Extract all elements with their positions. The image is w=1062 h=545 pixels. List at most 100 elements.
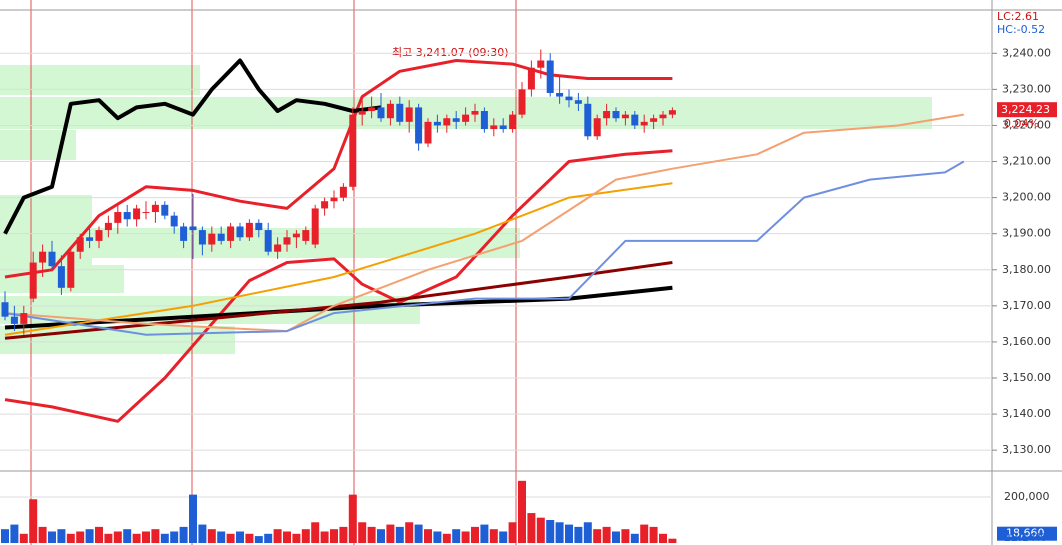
y-tick-label: 3,220.00 — [1002, 118, 1051, 131]
candle-body — [368, 107, 376, 112]
volume-bar — [273, 529, 282, 543]
y-tick-label: 3,200.00 — [1002, 191, 1051, 204]
volume-bar — [57, 529, 66, 543]
candle-body — [518, 89, 526, 115]
volume-bar — [85, 529, 94, 543]
volume-bar — [339, 526, 348, 543]
indicator-line — [4, 182, 673, 336]
candle-body — [245, 222, 253, 238]
candle-body — [217, 233, 225, 241]
candle-body — [311, 208, 319, 245]
candle-body — [255, 222, 263, 231]
candle-body — [86, 237, 94, 241]
volume-bar — [301, 529, 310, 543]
volume-bar — [142, 531, 150, 543]
lc-label: LC:2.61 — [997, 10, 1039, 23]
candle-body — [631, 114, 639, 126]
volume-bar — [95, 526, 103, 543]
volume-bar — [226, 533, 235, 543]
volume-bar — [480, 524, 489, 543]
candle-body — [123, 212, 131, 220]
zone — [0, 228, 520, 258]
volume-bar — [264, 533, 273, 543]
volume-bar — [76, 531, 85, 543]
candle-body — [302, 230, 310, 241]
candle-body — [76, 237, 84, 252]
candle-body — [236, 226, 244, 238]
candle-body — [424, 121, 432, 144]
candle-body — [593, 118, 601, 137]
candle-body — [471, 111, 479, 115]
volume-bar — [452, 529, 461, 543]
volume-bar — [377, 529, 385, 543]
volume-bar — [132, 533, 141, 543]
candle-body — [659, 114, 667, 119]
volume-bar — [583, 522, 592, 543]
candle-body — [67, 251, 75, 288]
candle-body — [349, 114, 357, 187]
candle-body — [180, 226, 188, 241]
volume-bar — [38, 526, 47, 543]
candle-body — [170, 215, 178, 227]
volume-bar — [489, 529, 498, 543]
candle-body — [292, 233, 300, 238]
volume-bar — [311, 522, 320, 543]
volume-bar — [48, 531, 56, 543]
indicator-line — [4, 261, 673, 340]
candle-body — [377, 107, 385, 119]
candle-body — [95, 230, 103, 241]
candle-body — [330, 197, 338, 202]
candle-body — [650, 118, 658, 122]
volume-bar — [527, 513, 536, 543]
candle-body — [603, 111, 611, 119]
indicator-line — [4, 285, 673, 330]
candle-body — [621, 114, 629, 119]
volume-bar — [659, 533, 667, 543]
y-tick-label: 3,130.00 — [1002, 443, 1051, 456]
volume-bar — [254, 536, 263, 543]
candle-body — [462, 114, 470, 122]
volume-bar — [217, 531, 226, 543]
indicator-line — [4, 113, 964, 333]
y-tick-label: 3,210.00 — [1002, 155, 1051, 168]
y-tick-label: 200,000 — [1004, 490, 1050, 503]
candle-body — [151, 204, 159, 213]
candle-body — [142, 212, 150, 214]
volume-bar — [508, 522, 517, 543]
candle-body — [405, 107, 413, 122]
volume-bar — [593, 529, 602, 543]
indicator-line — [3, 58, 382, 235]
volume-bar — [414, 524, 423, 543]
volume-bar — [433, 531, 442, 543]
volume-bar — [179, 526, 188, 543]
indicator-line — [4, 59, 673, 279]
candle-body — [283, 237, 291, 245]
candle-body — [48, 251, 56, 267]
candle-body — [452, 118, 460, 122]
volume-bar — [649, 526, 658, 543]
volume-bar — [555, 522, 564, 543]
candle-body — [556, 92, 564, 97]
candle-body — [39, 251, 47, 263]
volume-bar — [546, 519, 555, 543]
volume-bar — [19, 533, 28, 543]
volume-bar — [612, 531, 620, 543]
volume-bar — [461, 531, 470, 543]
candle-body — [490, 125, 498, 130]
candle-body — [133, 208, 141, 220]
y-tick-label: 3,230.00 — [1002, 82, 1051, 95]
volume-bar — [536, 517, 545, 543]
volume-bar — [499, 531, 508, 543]
candle-body — [668, 110, 676, 115]
volume-bar — [442, 533, 451, 543]
price-box — [997, 102, 1057, 118]
volume-bar — [386, 524, 395, 543]
candle-body — [574, 100, 582, 104]
candle-body — [386, 103, 394, 119]
volume-bar — [320, 531, 329, 543]
last-price: 3,224.23 — [1001, 103, 1050, 116]
volume-bar — [245, 533, 254, 543]
candle-body — [274, 244, 282, 252]
volume-bar — [640, 524, 649, 543]
hc-label: HC:-0.52 — [997, 23, 1045, 36]
